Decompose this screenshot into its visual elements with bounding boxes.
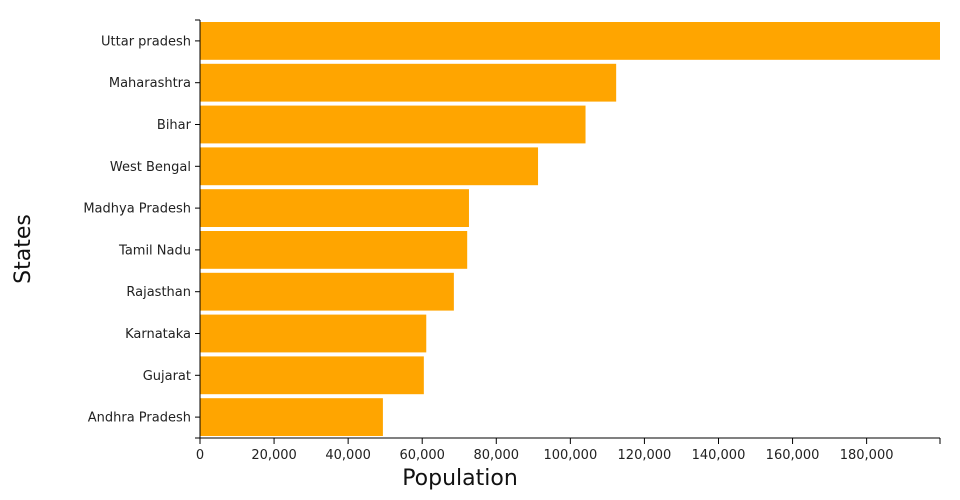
- x-tick-label: 180,000: [840, 448, 894, 463]
- x-tick-label: 40,000: [325, 448, 371, 463]
- y-tick-label: Uttar pradesh: [101, 34, 191, 49]
- bar-karnataka: [200, 314, 427, 353]
- x-axis: 0 20,000 40,000 60,000 80,000 100,000 120,000 1…: [196, 437, 941, 463]
- y-tick-label: West Bengal: [110, 160, 191, 175]
- bar-bihar: [200, 105, 586, 144]
- bar-gujarat: [200, 356, 424, 395]
- y-axis-title: States: [11, 214, 36, 284]
- y-tick-label: Madhya Pradesh: [83, 202, 191, 217]
- bar-uttar-pradesh: [200, 22, 940, 60]
- x-tick-label: 100,000: [543, 448, 597, 463]
- x-tick-label: 140,000: [692, 448, 746, 463]
- bar-andhra-pradesh: [200, 398, 383, 436]
- bar-maharashtra: [200, 63, 617, 102]
- x-tick-label: 80,000: [474, 448, 520, 463]
- bar-west-bengal: [200, 147, 539, 186]
- y-tick-label: Gujarat: [143, 369, 191, 384]
- x-axis-title: Population: [402, 466, 518, 491]
- y-tick-label: Karnataka: [125, 327, 191, 342]
- y-tick-label: Bihar: [157, 118, 192, 133]
- x-tick-label: 120,000: [618, 448, 672, 463]
- x-tick-label: 0: [196, 448, 204, 463]
- y-tick-label: Rajasthan: [126, 285, 191, 300]
- bar-tamil-nadu: [200, 231, 468, 269]
- y-tick-label: Tamil Nadu: [118, 243, 191, 258]
- bar-rajasthan: [200, 272, 454, 311]
- x-tick-label: 20,000: [251, 448, 297, 463]
- y-axis: Uttar pradesh Maharashtra Bihar West Bengal…: [83, 19, 201, 439]
- x-tick-label: 160,000: [766, 448, 820, 463]
- bars-group: [200, 22, 940, 436]
- y-tick-label: Maharashtra: [109, 76, 191, 91]
- y-tick-label: Andhra Pradesh: [88, 411, 191, 426]
- bar-madhya-pradesh: [200, 189, 469, 227]
- x-tick-label: 60,000: [399, 448, 445, 463]
